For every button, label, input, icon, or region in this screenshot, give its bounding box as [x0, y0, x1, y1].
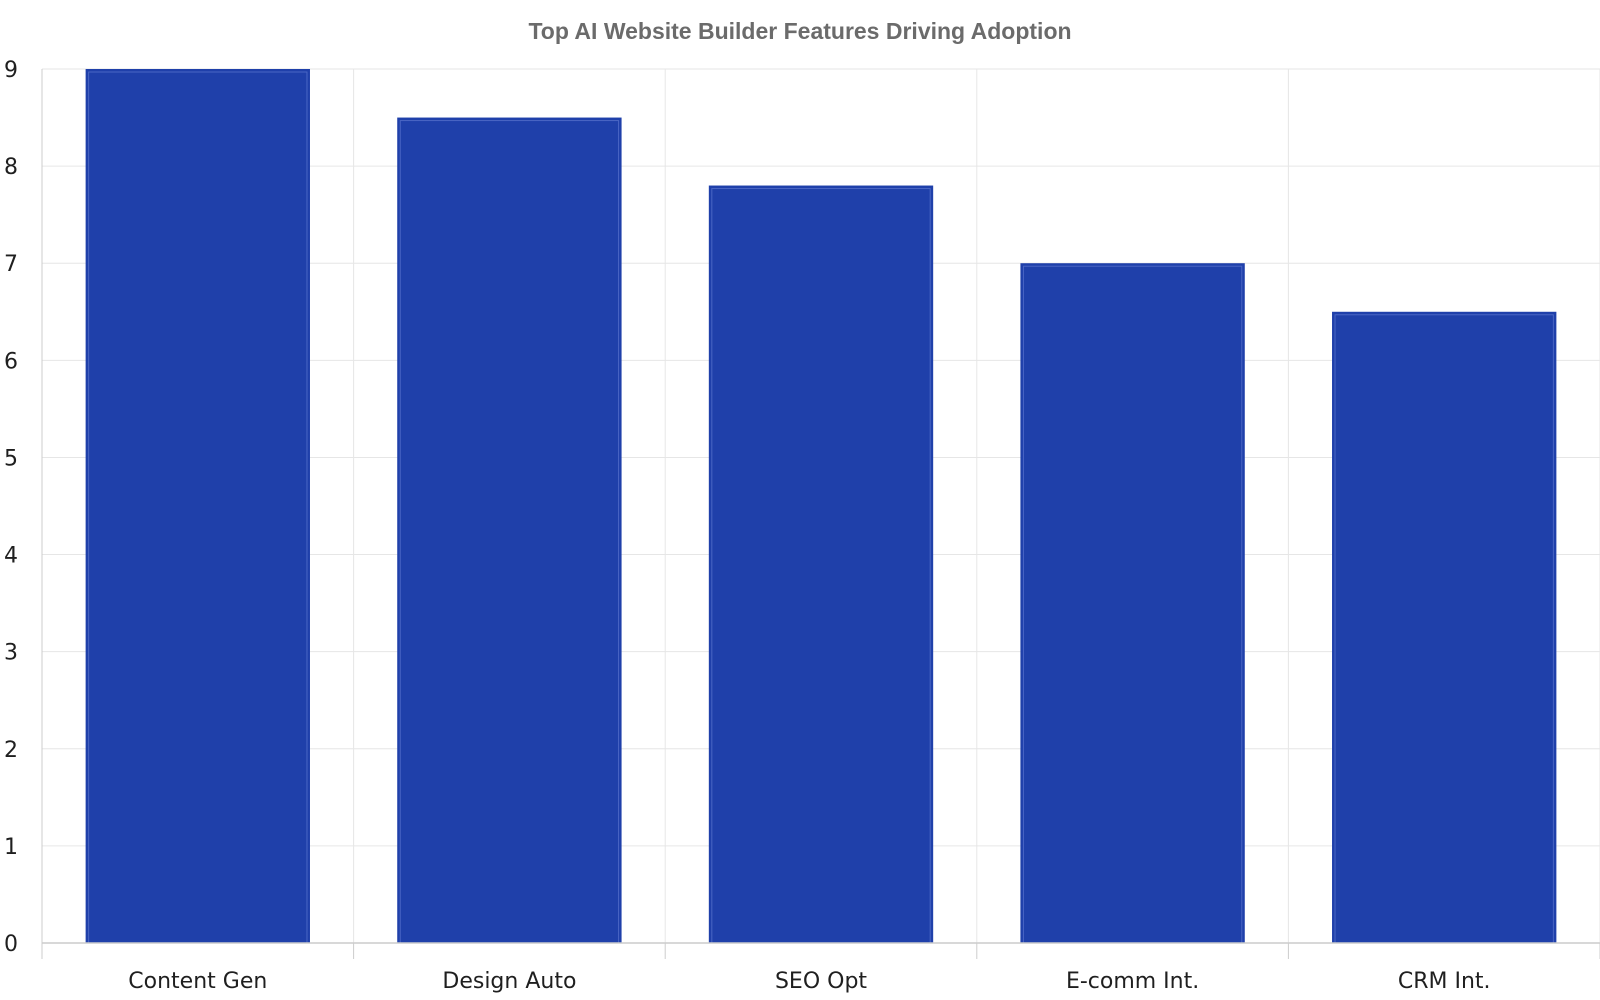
y-tick-label: 8 — [4, 155, 18, 180]
y-tick-label: 4 — [4, 544, 18, 569]
y-tick-label: 2 — [4, 738, 18, 763]
y-tick-label: 6 — [4, 349, 18, 374]
x-tick-label: Design Auto — [442, 969, 576, 994]
x-tick-label: Content Gen — [128, 969, 267, 994]
x-tick-label: SEO Opt — [775, 969, 867, 994]
bar — [708, 185, 934, 944]
bar — [397, 117, 622, 944]
x-tick-label: E-comm Int. — [1066, 969, 1199, 994]
chart-title: Top AI Website Builder Features Driving … — [528, 18, 1072, 44]
bar — [1020, 263, 1245, 943]
y-tick-label: 1 — [4, 835, 18, 860]
bar — [1332, 311, 1557, 943]
x-tick-label: CRM Int. — [1398, 969, 1491, 994]
y-tick-label: 3 — [4, 641, 18, 666]
y-tick-label: 0 — [4, 932, 18, 957]
y-tick-label: 5 — [4, 446, 18, 471]
bar — [85, 69, 310, 943]
y-tick-label: 9 — [4, 58, 18, 83]
y-tick-label: 7 — [4, 252, 18, 277]
